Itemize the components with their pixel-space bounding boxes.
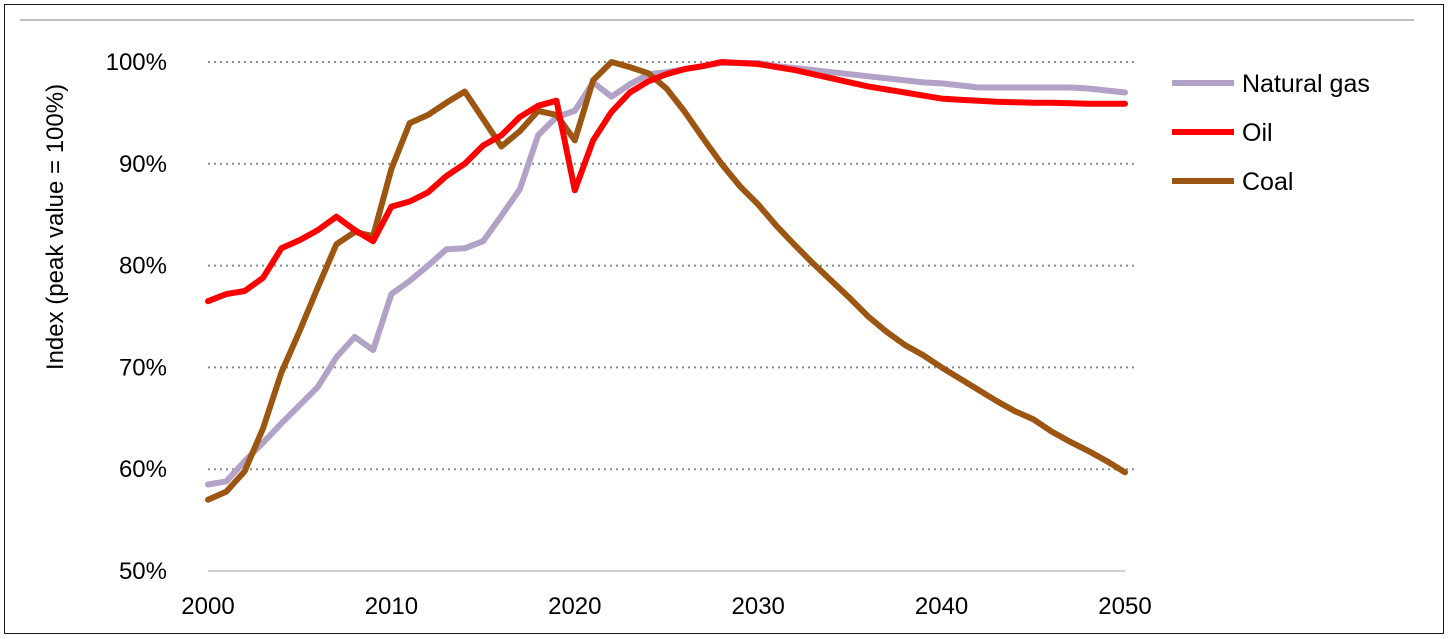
series-lines bbox=[205, 59, 1128, 503]
legend-label-natural-gas: Natural gas bbox=[1242, 70, 1370, 98]
x-tick-label-2020: 2020 bbox=[548, 593, 601, 620]
y-axis-title: Index (peak value = 100%) bbox=[42, 84, 69, 370]
y-tick-label-90: 90% bbox=[119, 151, 167, 178]
legend-label-coal: Coal bbox=[1242, 168, 1293, 196]
x-tick-label-2030: 2030 bbox=[732, 593, 785, 620]
y-tick-label-70: 70% bbox=[119, 354, 167, 381]
series-line-oil bbox=[205, 59, 1128, 305]
legend-label-oil: Oil bbox=[1242, 119, 1273, 147]
legend: Natural gas Oil Coal bbox=[1172, 70, 1370, 196]
y-tick-label-100: 100% bbox=[106, 49, 167, 76]
y-tick-label-80: 80% bbox=[119, 253, 167, 280]
series-line-natural-gas bbox=[205, 60, 1128, 488]
gridlines bbox=[208, 61, 1135, 471]
x-tick-label-2010: 2010 bbox=[365, 593, 418, 620]
x-tick-label-2000: 2000 bbox=[181, 593, 234, 620]
x-tick-label-2050: 2050 bbox=[1098, 593, 1151, 620]
axes: 50% 60% 70% 80% 90% 100% 2000 2010 2020 2030 2040 2… bbox=[106, 49, 1152, 620]
chart-frame bbox=[4, 4, 1444, 634]
series-line-coal bbox=[205, 59, 1128, 503]
y-tick-label-60: 60% bbox=[119, 456, 167, 483]
y-tick-label-50: 50% bbox=[119, 558, 167, 585]
x-tick-label-2040: 2040 bbox=[915, 593, 968, 620]
